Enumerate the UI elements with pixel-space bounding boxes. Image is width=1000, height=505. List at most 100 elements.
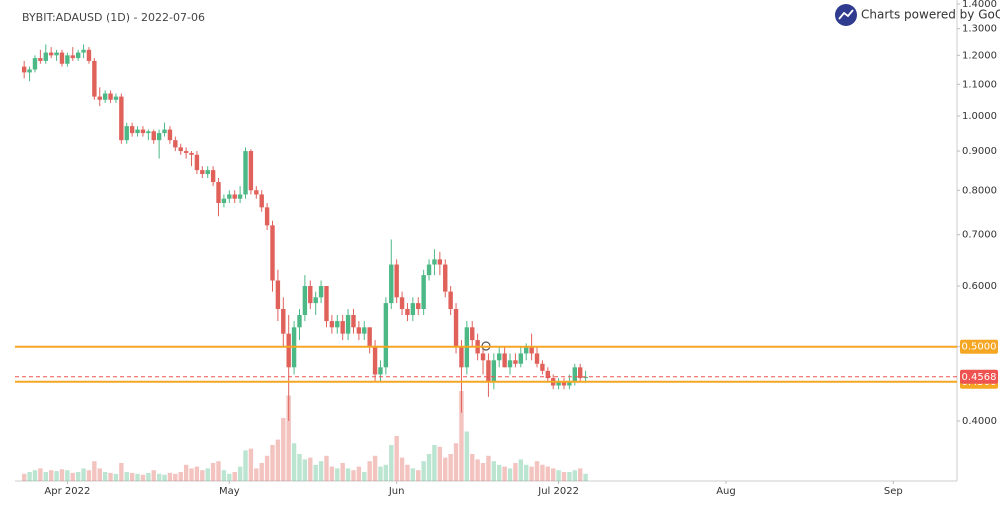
volume-bar [340, 463, 345, 481]
candle-body [313, 297, 318, 304]
volume-bar [443, 457, 448, 481]
volume-bar [567, 472, 572, 481]
volume-bar [308, 457, 313, 481]
volume-bar [32, 470, 38, 481]
candle-body [561, 381, 567, 386]
candle-body [378, 367, 383, 375]
volume-bar [146, 472, 151, 481]
volume-bar [92, 461, 97, 481]
x-tick-label: Jul 2022 [537, 486, 579, 497]
candle-body [27, 69, 32, 73]
candle-body [205, 170, 210, 175]
candle-body [275, 280, 281, 309]
volume-bar [480, 463, 486, 481]
candle-body [567, 381, 572, 386]
candle-body [572, 367, 578, 382]
x-tick-label: Sep [884, 486, 903, 497]
volume-bar [416, 470, 421, 481]
candle-body [129, 126, 135, 134]
candle-body [416, 303, 421, 309]
candle-body [578, 367, 583, 379]
volume-bar [162, 474, 167, 481]
volume-bar [556, 470, 561, 481]
candle-body [194, 154, 200, 171]
volume-bar [372, 455, 378, 481]
volume-bar [383, 464, 389, 481]
volume-bar [183, 464, 189, 481]
volume-bar [232, 472, 237, 481]
candle-body [486, 360, 491, 382]
candle-body [421, 275, 426, 309]
volume-bar [578, 468, 583, 481]
volume-bar [275, 439, 281, 481]
candle-body [189, 152, 194, 155]
volume-bar [529, 466, 534, 481]
candle-body [351, 314, 356, 328]
volume-bar [221, 470, 227, 481]
volume-bar [318, 461, 324, 481]
volume-bar [475, 459, 480, 481]
y-tick-label: 0.9000 [962, 146, 997, 157]
candle-body [367, 327, 372, 347]
candle-body [227, 194, 232, 199]
candle-body [529, 346, 534, 354]
candle-body [264, 207, 270, 226]
volume-bar [27, 472, 32, 481]
volume-bar [551, 468, 556, 481]
candle-body [324, 286, 329, 322]
candle-body [432, 259, 437, 265]
candle-body [173, 140, 178, 148]
candle-body [102, 93, 108, 100]
candle-body [389, 264, 394, 304]
volume-bar [243, 450, 248, 481]
x-tick-label: May [219, 486, 240, 497]
volume-bar [291, 443, 297, 481]
candle-body [399, 297, 405, 309]
candle-body [502, 353, 507, 368]
volume-bar [59, 469, 65, 481]
volume-bar [324, 455, 329, 481]
volume-bar [102, 472, 108, 481]
candle-body [38, 58, 43, 61]
candle-body [308, 286, 313, 304]
volume-bar [540, 464, 545, 481]
candle-body [248, 151, 254, 191]
volume-bar [205, 468, 210, 481]
volume-bar [394, 436, 399, 481]
candle-body [518, 353, 524, 364]
volume-bar [399, 457, 405, 481]
volume-bar [167, 472, 173, 481]
volume-bar [189, 468, 194, 481]
candle-body [178, 147, 183, 152]
candle-body [534, 353, 540, 364]
y-tick-label: 0.8000 [962, 185, 997, 196]
credit-clip: Charts powered by GoCharting [861, 8, 1000, 22]
candle-body [497, 353, 502, 361]
price-badge [960, 339, 998, 354]
candle-body [183, 151, 189, 153]
candle-body [491, 360, 497, 382]
candle-body [443, 264, 448, 292]
candle-body [216, 182, 221, 203]
candle-body [97, 96, 102, 100]
candle-body [43, 52, 48, 61]
volume-bar [351, 470, 356, 481]
candle-body [297, 314, 302, 328]
logo-glyph [838, 9, 854, 20]
candle-body [545, 370, 551, 379]
volume-bar [524, 464, 529, 481]
volume-bar [216, 461, 221, 481]
volume-bar [302, 459, 308, 481]
candle-body [113, 96, 119, 100]
volume-bar [264, 455, 270, 481]
candle-body [92, 60, 97, 97]
volume-bar [437, 446, 443, 481]
volume-bar [108, 472, 113, 481]
candle-body [210, 170, 216, 183]
candle-body [540, 363, 545, 371]
volume-bar [38, 468, 43, 481]
candle-body [254, 190, 259, 195]
volume-bar [54, 471, 59, 481]
volume-bar [151, 470, 156, 481]
volume-bar [448, 454, 453, 481]
